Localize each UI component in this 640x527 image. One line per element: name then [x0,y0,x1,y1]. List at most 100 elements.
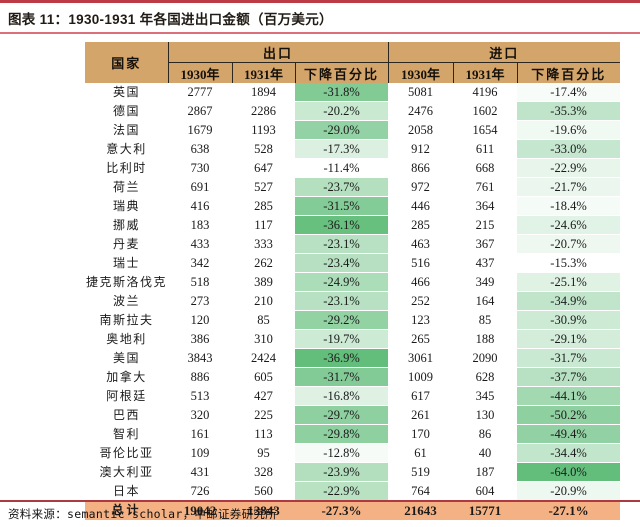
export-1930-cell: 513 [190,389,210,403]
import-1931-cell: 215 [475,218,495,232]
import-1931-cell: 164 [475,294,495,308]
import-decline-cell: -33.0% [517,139,621,159]
import-decline-cell: -17.4% [517,83,621,102]
country-cell: 英国 [112,85,140,100]
import-decline-cell: -18.4% [517,196,621,216]
export-decline-cell: -23.1% [295,234,389,254]
export-1930-column-header: 1930年 [167,62,232,83]
export-decline-cell: -31.8% [295,83,389,102]
country-cell: 阿根廷 [106,389,147,403]
export-1930-cell: 730 [190,161,210,175]
data-table-wrapper: 国家 出口 进口 1930年 1931年 下降百分比 1930年 1931年 下… [85,42,621,520]
export-1931-cell: 1894 [251,85,276,100]
import-decline-column-header: 下降百分比 [516,62,621,83]
import-1931-column-header: 1931年 [452,62,518,83]
table-row: 丹麦 433 333 -23.1% 463 367 -20.7% [85,234,621,254]
export-decline-cell: -11.4% [295,158,389,178]
export-1931-cell: 262 [254,256,273,270]
export-decline-cell: -36.9% [295,348,389,368]
import-decline-cell: -31.7% [517,348,621,368]
export-1930-cell: 416 [190,199,210,213]
export-decline-cell: -36.1% [295,215,389,235]
table-row: 南斯拉夫 120 85 -29.2% 123 85 -30.9% [85,310,621,330]
export-1931-cell: 1193 [251,123,276,137]
total-import-decline: -27.1% [517,500,621,520]
table-row: 捷克斯洛伐克 518 389 -24.9% 466 349 -25.1% [85,272,621,292]
export-1930-cell: 433 [190,237,210,251]
country-cell: 波兰 [112,294,140,308]
import-1930-cell: 61 [414,446,427,460]
table-row: 瑞士 342 262 -23.4% 516 437 -15.3% [85,253,621,273]
export-1931-cell: 310 [254,332,273,346]
import-decline-cell: -50.2% [517,405,621,425]
export-1930-cell: 161 [190,427,210,441]
export-1931-cell: 85 [257,313,270,327]
import-1931-cell: 349 [475,275,495,289]
country-cell: 德国 [112,104,140,118]
export-1931-cell: 427 [254,389,273,403]
export-1931-cell: 389 [254,275,273,289]
import-1931-cell: 1654 [472,123,498,137]
top-rule [0,0,640,3]
import-decline-cell: -35.3% [517,101,621,121]
import-1931-cell: 187 [475,465,495,479]
import-1931-cell: 628 [475,370,495,384]
country-cell: 澳大利亚 [99,465,154,479]
export-decline-cell: -23.4% [295,253,389,273]
export-1930-cell: 120 [190,313,210,327]
export-decline-cell: -22.9% [295,481,389,501]
import-1930-cell: 2058 [408,123,434,137]
country-cell: 南斯拉夫 [99,313,154,327]
export-1930-cell: 273 [190,294,210,308]
import-1930-cell: 252 [411,294,430,308]
import-1930-cell: 972 [411,180,430,194]
total-row: 总计 19042 13843 -27.3% 21643 15771 -27.1% [85,500,621,520]
import-1930-cell: 446 [411,199,430,213]
import-decline-cell: -25.1% [517,272,621,292]
country-column-header: 国家 [85,42,168,83]
import-decline-cell: -37.7% [517,367,621,387]
export-1930-cell: 183 [190,218,210,232]
import-1930-column-header: 1930年 [387,62,454,83]
import-1931-cell: 188 [475,332,495,346]
total-label: 总计 [85,500,168,520]
import-1930-cell: 285 [411,218,430,232]
export-1931-cell: 95 [257,446,270,460]
import-1931-cell: 364 [475,199,495,213]
export-1931-cell: 210 [254,294,273,308]
import-1931-cell: 1602 [472,104,498,118]
export-1931-cell: 647 [254,161,273,175]
export-1931-cell: 527 [254,180,273,194]
import-1930-cell: 3061 [408,351,434,365]
import-1931-cell: 668 [475,161,495,175]
table-row: 荷兰 691 527 -23.7% 972 761 -21.7% [85,177,621,197]
table-row: 阿根廷 513 427 -16.8% 617 345 -44.1% [85,386,621,406]
country-cell: 瑞士 [112,256,140,270]
import-1930-cell: 519 [411,465,430,479]
export-1930-cell: 726 [190,484,210,498]
export-1930-cell: 386 [190,332,210,346]
table-row: 德国 2867 2286 -20.2% 2476 1602 -35.3% [85,101,621,121]
import-decline-cell: -15.3% [517,253,621,273]
export-decline-cell: -23.9% [295,462,389,482]
country-cell: 荷兰 [112,180,140,194]
country-cell: 巴西 [112,408,140,422]
import-1930-cell: 265 [411,332,430,346]
import-1930-cell: 5081 [408,85,434,100]
import-1931-cell: 4196 [472,85,498,100]
import-1930-cell: 123 [411,313,430,327]
export-decline-cell: -12.8% [295,443,389,463]
export-group-header: 出口 [167,42,389,63]
total-export-decline: -27.3% [295,500,389,520]
export-decline-cell: -29.0% [295,120,389,140]
import-decline-cell: -20.7% [517,234,621,254]
country-cell: 挪威 [112,218,140,232]
country-cell: 智利 [112,427,140,441]
table-row: 挪威 183 117 -36.1% 285 215 -24.6% [85,215,621,235]
total-export-1931: 13843 [232,500,295,520]
table-row: 美国 3843 2424 -36.9% 3061 2090 -31.7% [85,348,621,368]
export-decline-cell: -20.2% [295,101,389,121]
table-row: 瑞典 416 285 -31.5% 446 364 -18.4% [85,196,621,216]
import-1931-cell: 367 [475,237,495,251]
country-cell: 奥地利 [106,332,147,346]
